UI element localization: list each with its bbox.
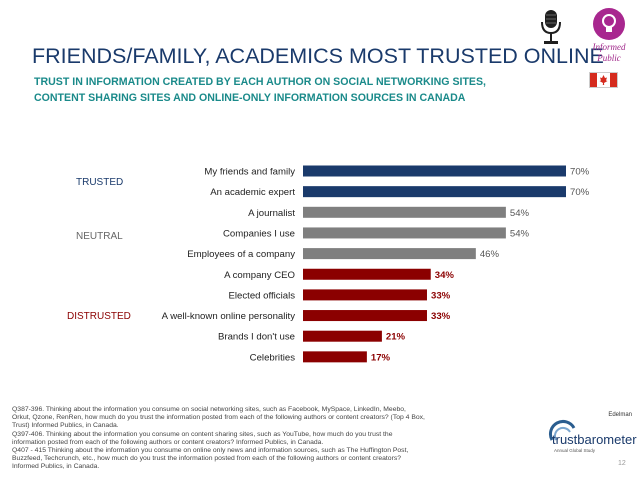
bar [303, 268, 431, 280]
bar [303, 289, 427, 301]
canada-flag-icon [589, 72, 618, 88]
footnote-line: information posted from each of the foll… [12, 438, 324, 446]
bar [303, 186, 566, 198]
data-label: 33% [431, 290, 451, 301]
data-label: 70% [570, 167, 590, 178]
bar [303, 248, 476, 260]
category-label: Employees of a company [187, 249, 295, 260]
category-label: Brands I don't use [218, 332, 295, 343]
badge-line: Informed [592, 42, 626, 52]
trustbarometer-logo: Edelman trustbarometer Annual Global Stu… [548, 412, 637, 458]
informed-public-badge: Informed Public [583, 8, 635, 92]
data-label: 33% [431, 311, 451, 322]
category-label: My friends and family [204, 167, 295, 178]
footnote-line: Q397-406. Thinking about the information… [12, 430, 393, 438]
category-label: Companies I use [223, 228, 295, 239]
bar [303, 330, 382, 342]
data-label: 17% [371, 352, 391, 363]
footnote-line: Orkut, Qzone, RenRen, how much do you tr… [12, 414, 425, 422]
category-label: Celebrities [250, 352, 296, 363]
footnote-line: Q387-396. Thinking about the information… [12, 406, 406, 413]
data-label: 54% [510, 228, 530, 239]
category-label: Elected officials [229, 290, 296, 301]
microphone-icon [541, 10, 561, 44]
badge-line: Public [597, 53, 621, 63]
logo-tagline: Annual Global Study [554, 448, 596, 453]
category-label: An academic expert [210, 187, 295, 198]
data-label: 46% [480, 249, 500, 260]
category-label: A company CEO [224, 270, 295, 281]
subtitle-line: CONTENT SHARING SITES AND ONLINE-ONLY IN… [34, 92, 466, 104]
category-label: A well-known online personality [162, 311, 296, 322]
logo-arc-icon [548, 419, 576, 441]
footnote-line: Trust) Informed Publics, in Canada. [12, 422, 119, 430]
footnote-line: Buzzfeed, Techcrunch, etc., how much do … [12, 455, 402, 463]
bar [303, 310, 427, 322]
subtitle: TRUST IN INFORMATION CREATED BY EACH AUT… [34, 74, 486, 106]
data-label: 54% [510, 208, 530, 219]
footnote: Q387-396. Thinking about the information… [12, 406, 472, 472]
group-label-distrusted: DISTRUSTED [67, 311, 131, 322]
subtitle-line: TRUST IN INFORMATION CREATED BY EACH AUT… [34, 76, 487, 88]
bar [303, 165, 566, 177]
lightbulb-icon [593, 8, 625, 40]
group-label-neutral: NEUTRAL [76, 231, 123, 242]
page-title: FRIENDS/FAMILY, ACADEMICS MOST TRUSTED O… [32, 44, 604, 68]
data-label: 70% [570, 187, 590, 198]
category-label: A journalist [248, 208, 295, 219]
data-label: 34% [435, 270, 455, 281]
bar [303, 227, 506, 239]
footnote-line: Informed Publics, in Canada. [12, 463, 100, 471]
trust-bar-chart: My friends and family 70% An academic expe… [162, 165, 590, 363]
page-number: 12 [618, 460, 626, 467]
bar [303, 206, 506, 218]
group-label-trusted: TRUSTED [76, 177, 124, 188]
logo-brand: Edelman [608, 412, 632, 418]
footnote-line: Q407 - 415 Thinking about the informatio… [12, 447, 409, 455]
bar [303, 351, 367, 363]
logo-name: trustbarometer [552, 432, 637, 447]
data-label: 21% [386, 332, 406, 343]
